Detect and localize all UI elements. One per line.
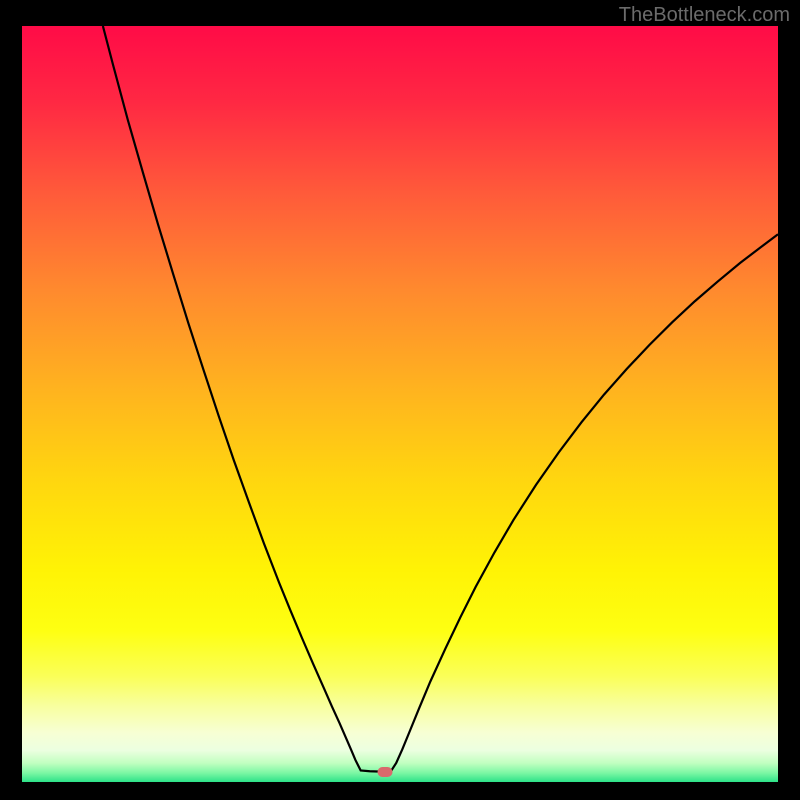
chart-minimum-marker bbox=[377, 767, 392, 777]
chart-curve bbox=[22, 26, 778, 778]
chart-plot-area bbox=[22, 26, 778, 778]
watermark-text: TheBottleneck.com bbox=[619, 4, 790, 27]
